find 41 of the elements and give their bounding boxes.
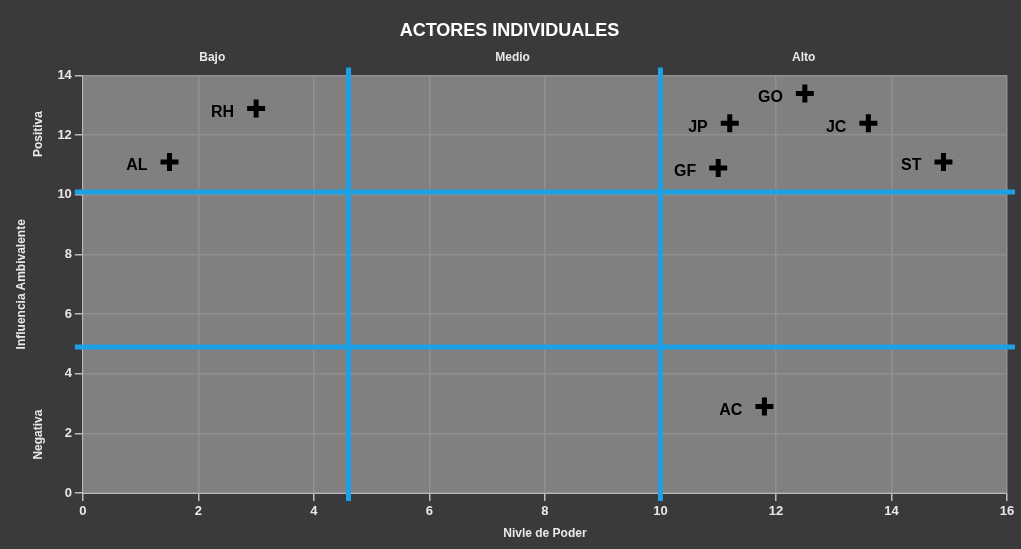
data-label: ST	[901, 156, 922, 174]
text: Negativa	[31, 409, 46, 460]
point	[158, 150, 181, 174]
y-axis-title: Influencia Ambivalente	[13, 218, 28, 350]
y-tick-label: 4	[64, 365, 73, 381]
y-tick-label: 0	[64, 484, 72, 500]
y-tick-label: 14	[57, 67, 73, 83]
data-label: JC	[825, 117, 847, 135]
data-label: GF	[673, 162, 697, 180]
text: Positiva	[31, 110, 46, 158]
point	[244, 96, 268, 120]
x-tick-label: 12	[768, 503, 784, 519]
data-label: RH	[211, 102, 235, 120]
x-tick-label: 2	[194, 503, 202, 519]
point	[856, 111, 880, 135]
data-label: JP	[688, 117, 709, 135]
text: Bajo	[199, 49, 226, 64]
text: Alto	[792, 49, 816, 64]
data-label: AC	[719, 400, 743, 418]
text: Medio	[495, 49, 530, 64]
x-tick-label: 14	[884, 503, 900, 519]
point	[931, 150, 955, 174]
x-tick-label: 4	[310, 503, 319, 519]
point	[706, 156, 730, 180]
point	[793, 81, 817, 105]
x-tick-label: 8	[541, 503, 549, 519]
point	[718, 111, 742, 135]
point	[752, 395, 776, 419]
y-tick-label: 8	[64, 246, 72, 262]
x-axis-title: Nivle de Poder	[503, 526, 587, 541]
chart-title: ACTORES INDIVIDUALES	[399, 19, 620, 40]
y-tick-label: 6	[64, 305, 72, 321]
x-tick-label: 16	[999, 503, 1015, 519]
data-label: GO	[757, 87, 783, 105]
y-tick-label: 10	[57, 186, 72, 202]
data-label: AL	[126, 156, 148, 174]
x-tick-label: 0	[79, 503, 87, 519]
y-tick-label: 2	[64, 424, 72, 440]
x-tick-label: 10	[653, 503, 668, 519]
y-tick-label: 12	[57, 126, 72, 142]
x-tick-label: 6	[425, 503, 434, 519]
